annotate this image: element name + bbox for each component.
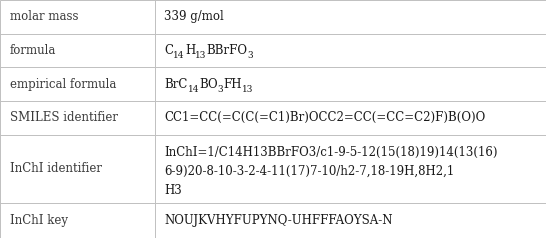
Text: FH: FH [223,78,242,91]
Text: InChI=1/C14H13BBrFO3/c1-9-5-12(15(18)19)14(13(16): InChI=1/C14H13BBrFO3/c1-9-5-12(15(18)19)… [164,146,498,159]
Text: formula: formula [10,44,56,57]
Text: InChI identifier: InChI identifier [10,162,102,175]
Text: 339 g/mol: 339 g/mol [164,10,224,23]
Text: molar mass: molar mass [10,10,78,23]
Text: SMILES identifier: SMILES identifier [10,111,118,124]
Text: BrC: BrC [164,78,188,91]
Text: 3: 3 [247,51,253,60]
Text: C: C [164,44,173,57]
Text: 14: 14 [188,85,199,94]
Text: NOUJKVHYFUPYNQ-UHFFFAOYSA-N: NOUJKVHYFUPYNQ-UHFFFAOYSA-N [164,214,393,227]
Text: CC1=CC(=C(C(=C1)Br)OCC2=CC(=CC=C2)F)B(O)O: CC1=CC(=C(C(=C1)Br)OCC2=CC(=CC=C2)F)B(O)… [164,111,485,124]
Text: 6-9)20-8-10-3-2-4-11(17)7-10/h2-7,18-19H,8H2,1: 6-9)20-8-10-3-2-4-11(17)7-10/h2-7,18-19H… [164,165,455,178]
Text: H: H [185,44,195,57]
Text: BBrFO: BBrFO [206,44,247,57]
Text: InChI key: InChI key [10,214,68,227]
Text: 14: 14 [173,51,185,60]
Text: H3: H3 [164,184,182,197]
Text: 3: 3 [218,85,223,94]
Text: 13: 13 [242,85,253,94]
Text: 13: 13 [195,51,206,60]
Text: empirical formula: empirical formula [10,78,116,91]
Text: BO: BO [199,78,218,91]
